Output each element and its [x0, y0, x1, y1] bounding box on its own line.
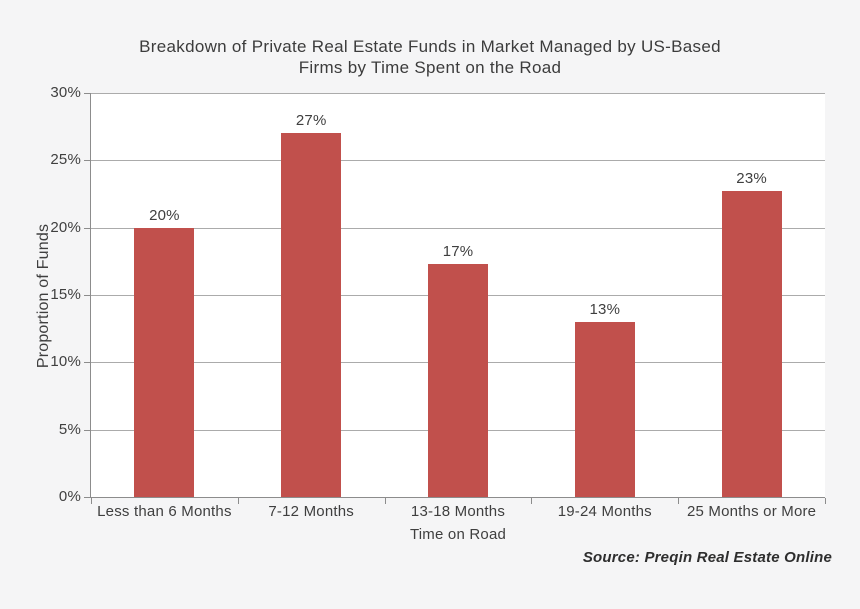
y-tick-label: 0%	[58, 488, 81, 505]
y-tick-label: 30%	[50, 84, 81, 101]
x-tick-label: 13-18 Months	[410, 503, 506, 520]
x-tick-mark	[384, 498, 386, 504]
x-axis-line	[90, 497, 825, 498]
y-tick-mark	[84, 497, 91, 498]
y-tick-mark	[84, 429, 91, 431]
y-axis-title: Proportion of Funds	[35, 223, 52, 369]
bar-2	[281, 133, 342, 497]
bar-4	[574, 321, 635, 497]
gridline-20	[91, 227, 825, 229]
chart-title: Breakdown of Private Real Estate Funds i…	[0, 36, 860, 78]
bar-1	[134, 227, 195, 497]
y-tick-label: 15%	[50, 286, 81, 303]
y-tick-mark	[84, 227, 91, 229]
bar-data-label: 13%	[589, 300, 621, 318]
x-tick-label: 19-24 Months	[557, 503, 652, 520]
x-tick-label: Less than 6 Months	[97, 503, 232, 520]
x-tick-label: 25 Months or More	[686, 503, 817, 520]
y-tick-mark	[84, 362, 91, 364]
x-tick-mark	[825, 498, 826, 504]
chart-title-line1: Breakdown of Private Real Estate Funds i…	[139, 37, 721, 56]
y-tick-label: 20%	[50, 218, 81, 236]
y-tick-label: 5%	[58, 420, 81, 438]
y-tick-mark	[84, 93, 91, 94]
x-tick-mark	[531, 498, 533, 504]
y-tick-label: 10%	[50, 353, 81, 371]
bar-data-label: 20%	[149, 206, 180, 224]
bar-3	[428, 264, 488, 497]
x-axis-title: Time on Road	[409, 526, 507, 543]
x-tick-mark	[678, 498, 680, 504]
gridline-25	[91, 160, 825, 162]
chart-title-line2: Firms by Time Spent on the Road	[298, 58, 562, 77]
source-text: Source: Preqin Real Estate Online	[582, 549, 832, 566]
bar-data-label: 17%	[442, 243, 474, 261]
x-tick-label: 7-12 Months	[268, 503, 354, 520]
y-tick-mark	[84, 295, 91, 296]
x-tick-mark	[91, 498, 92, 504]
y-tick-mark	[84, 160, 91, 162]
bar-data-label: 23%	[736, 170, 767, 188]
x-tick-mark	[237, 498, 239, 504]
y-tick-label: 25%	[50, 151, 81, 169]
bar-5	[721, 191, 782, 497]
gridline-30	[91, 93, 825, 94]
bar-data-label: 27%	[295, 112, 327, 130]
